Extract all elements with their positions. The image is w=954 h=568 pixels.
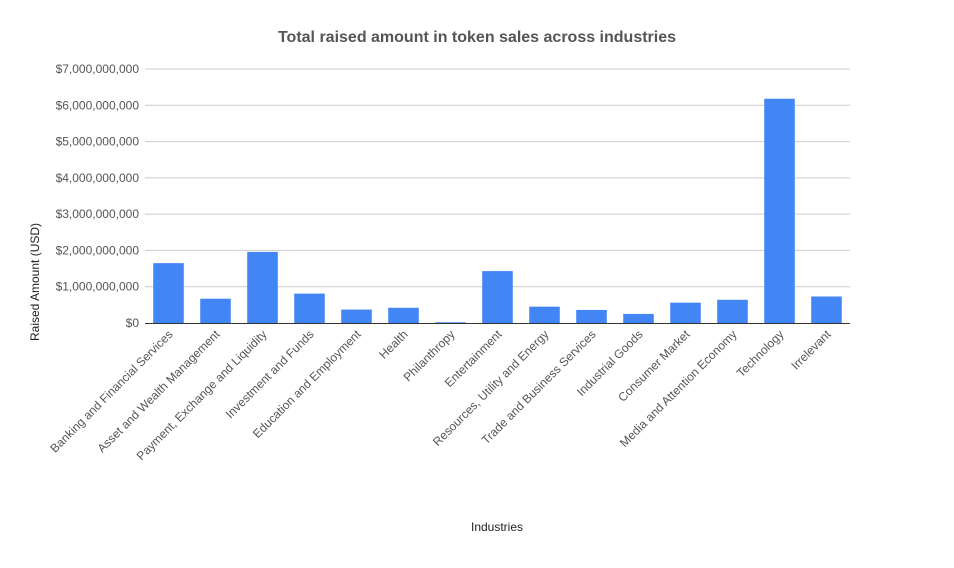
bar <box>529 306 560 323</box>
bar <box>294 293 325 323</box>
gridlines <box>145 68 850 288</box>
bar <box>576 309 607 323</box>
x-axis-label: Industries <box>471 520 523 534</box>
y-tick-label: $4,000,000,000 <box>56 171 140 185</box>
y-tick-label: $3,000,000,000 <box>56 207 140 221</box>
y-tick-label: $2,000,000,000 <box>56 243 140 257</box>
y-tick-label: $5,000,000,000 <box>56 135 140 149</box>
bar <box>670 302 701 323</box>
bar <box>764 98 795 323</box>
bar <box>200 298 231 323</box>
bar <box>247 251 278 323</box>
bar <box>388 307 419 323</box>
y-axis-tick-labels: $0 $1,000,000,000 $2,000,000,000 $3,000,000… <box>56 62 140 330</box>
y-tick-label: $6,000,000,000 <box>56 98 140 112</box>
bar <box>435 322 466 323</box>
y-tick-label: $1,000,000,000 <box>56 280 140 294</box>
bar <box>811 296 842 323</box>
bars <box>153 98 842 323</box>
bar <box>717 299 748 323</box>
bar <box>153 263 184 323</box>
bar <box>623 313 654 323</box>
chart-title: Total raised amount in token sales acros… <box>278 29 676 46</box>
bar <box>341 309 372 323</box>
bar <box>482 271 513 323</box>
y-tick-label: $7,000,000,000 <box>56 62 140 76</box>
y-tick-label: $0 <box>126 316 140 330</box>
y-axis-label: Raised Amount (USD) <box>28 223 42 341</box>
